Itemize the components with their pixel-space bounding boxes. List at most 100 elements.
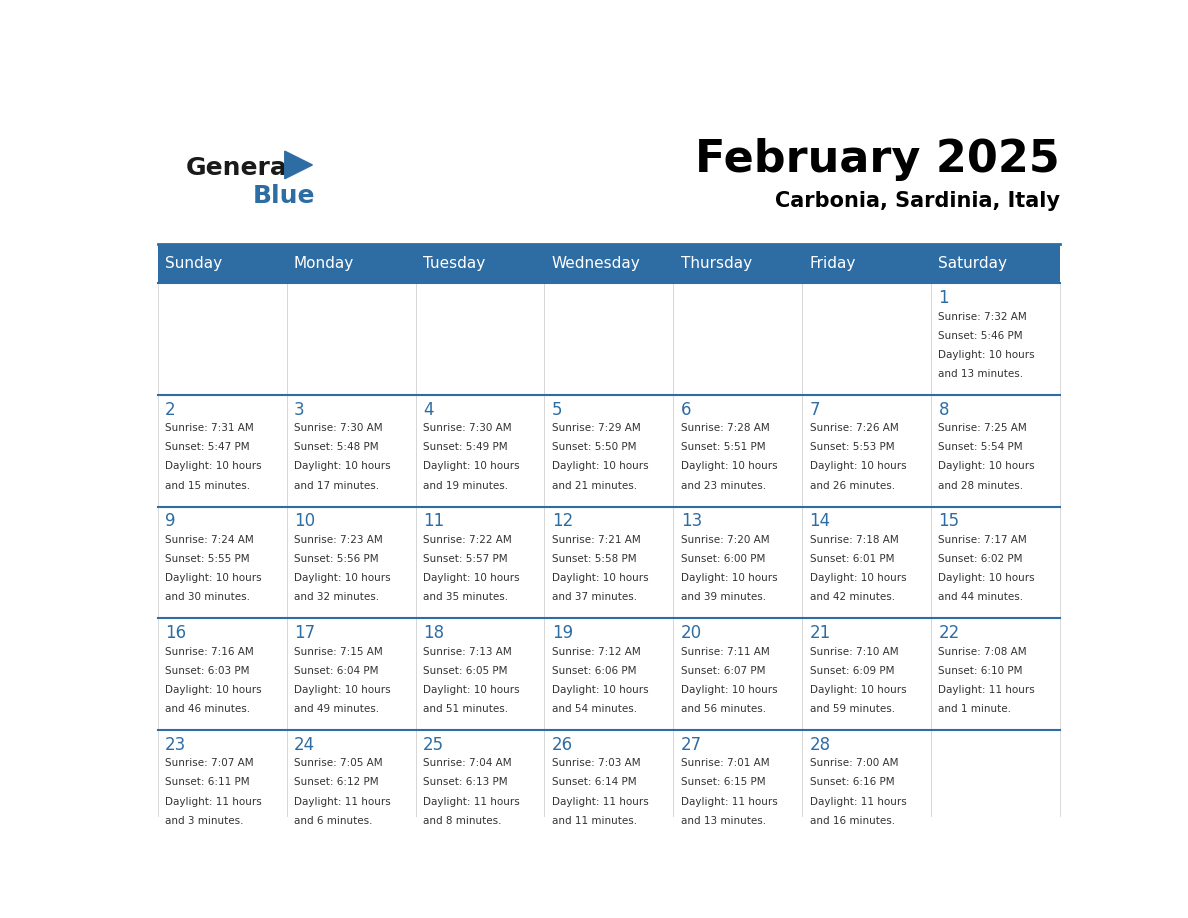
- Text: and 17 minutes.: and 17 minutes.: [293, 480, 379, 490]
- Text: Daylight: 10 hours: Daylight: 10 hours: [293, 685, 391, 695]
- Text: and 51 minutes.: and 51 minutes.: [423, 704, 508, 714]
- Text: and 39 minutes.: and 39 minutes.: [681, 592, 766, 602]
- Text: and 49 minutes.: and 49 minutes.: [293, 704, 379, 714]
- Text: Blue: Blue: [253, 185, 315, 208]
- Text: 17: 17: [293, 624, 315, 642]
- Text: Sunrise: 7:20 AM: Sunrise: 7:20 AM: [681, 535, 770, 545]
- Bar: [931, 619, 1060, 730]
- Text: Sunrise: 7:31 AM: Sunrise: 7:31 AM: [165, 423, 254, 433]
- Bar: [158, 730, 286, 842]
- Bar: [158, 395, 286, 507]
- Text: Monday: Monday: [293, 256, 354, 272]
- Text: General: General: [185, 156, 296, 180]
- Text: and 8 minutes.: and 8 minutes.: [423, 815, 501, 825]
- Text: 24: 24: [293, 735, 315, 754]
- Text: and 44 minutes.: and 44 minutes.: [939, 592, 1024, 602]
- Text: Sunset: 5:50 PM: Sunset: 5:50 PM: [551, 442, 637, 453]
- Text: Sunrise: 7:01 AM: Sunrise: 7:01 AM: [681, 758, 770, 768]
- Text: Daylight: 10 hours: Daylight: 10 hours: [423, 685, 519, 695]
- Text: Daylight: 11 hours: Daylight: 11 hours: [809, 797, 906, 807]
- Bar: [544, 284, 674, 395]
- Text: and 15 minutes.: and 15 minutes.: [165, 480, 251, 490]
- Text: Sunset: 5:46 PM: Sunset: 5:46 PM: [939, 330, 1023, 341]
- Bar: [931, 730, 1060, 842]
- Text: Sunset: 5:53 PM: Sunset: 5:53 PM: [809, 442, 895, 453]
- Text: Sunset: 5:56 PM: Sunset: 5:56 PM: [293, 554, 379, 564]
- Text: Sunset: 5:58 PM: Sunset: 5:58 PM: [551, 554, 637, 564]
- Text: Sunset: 6:07 PM: Sunset: 6:07 PM: [681, 666, 765, 676]
- Text: Sunset: 6:05 PM: Sunset: 6:05 PM: [423, 666, 507, 676]
- Text: Daylight: 10 hours: Daylight: 10 hours: [939, 462, 1035, 472]
- Bar: [416, 244, 544, 284]
- Text: Sunset: 5:51 PM: Sunset: 5:51 PM: [681, 442, 765, 453]
- Text: Sunset: 6:16 PM: Sunset: 6:16 PM: [809, 778, 895, 788]
- Text: and 59 minutes.: and 59 minutes.: [809, 704, 895, 714]
- Text: 22: 22: [939, 624, 960, 642]
- Text: Sunrise: 7:23 AM: Sunrise: 7:23 AM: [293, 535, 383, 545]
- Text: 18: 18: [423, 624, 444, 642]
- Text: and 13 minutes.: and 13 minutes.: [939, 369, 1024, 379]
- Bar: [158, 284, 286, 395]
- Text: Thursday: Thursday: [681, 256, 752, 272]
- Bar: [544, 619, 674, 730]
- Text: Sunset: 5:55 PM: Sunset: 5:55 PM: [165, 554, 249, 564]
- Text: Sunrise: 7:04 AM: Sunrise: 7:04 AM: [423, 758, 512, 768]
- Text: and 30 minutes.: and 30 minutes.: [165, 592, 249, 602]
- Text: Daylight: 11 hours: Daylight: 11 hours: [423, 797, 519, 807]
- Polygon shape: [285, 151, 312, 179]
- Text: 14: 14: [809, 512, 830, 531]
- Text: Sunrise: 7:25 AM: Sunrise: 7:25 AM: [939, 423, 1028, 433]
- Text: 7: 7: [809, 400, 820, 419]
- Text: Daylight: 10 hours: Daylight: 10 hours: [681, 462, 777, 472]
- Text: 28: 28: [809, 735, 830, 754]
- Text: Daylight: 10 hours: Daylight: 10 hours: [293, 462, 391, 472]
- Text: Sunset: 5:54 PM: Sunset: 5:54 PM: [939, 442, 1023, 453]
- Bar: [802, 730, 931, 842]
- Text: Daylight: 11 hours: Daylight: 11 hours: [681, 797, 777, 807]
- Text: Sunrise: 7:30 AM: Sunrise: 7:30 AM: [423, 423, 512, 433]
- Text: Friday: Friday: [809, 256, 855, 272]
- Bar: [931, 507, 1060, 619]
- Text: 2: 2: [165, 400, 176, 419]
- Text: 16: 16: [165, 624, 187, 642]
- Text: Sunrise: 7:03 AM: Sunrise: 7:03 AM: [551, 758, 640, 768]
- Text: Daylight: 10 hours: Daylight: 10 hours: [939, 350, 1035, 360]
- Text: Tuesday: Tuesday: [423, 256, 485, 272]
- Text: 5: 5: [551, 400, 562, 419]
- Text: 11: 11: [423, 512, 444, 531]
- Bar: [802, 284, 931, 395]
- Text: Daylight: 10 hours: Daylight: 10 hours: [809, 462, 906, 472]
- Bar: [544, 507, 674, 619]
- Text: 23: 23: [165, 735, 187, 754]
- Text: Sunrise: 7:17 AM: Sunrise: 7:17 AM: [939, 535, 1028, 545]
- Text: 12: 12: [551, 512, 573, 531]
- Text: and 56 minutes.: and 56 minutes.: [681, 704, 766, 714]
- Text: and 11 minutes.: and 11 minutes.: [551, 815, 637, 825]
- Text: Sunset: 6:02 PM: Sunset: 6:02 PM: [939, 554, 1023, 564]
- Text: and 32 minutes.: and 32 minutes.: [293, 592, 379, 602]
- Text: Sunset: 5:48 PM: Sunset: 5:48 PM: [293, 442, 379, 453]
- Bar: [802, 507, 931, 619]
- Text: Sunrise: 7:29 AM: Sunrise: 7:29 AM: [551, 423, 640, 433]
- Text: Sunrise: 7:05 AM: Sunrise: 7:05 AM: [293, 758, 383, 768]
- Text: and 1 minute.: and 1 minute.: [939, 704, 1011, 714]
- Text: Daylight: 11 hours: Daylight: 11 hours: [165, 797, 261, 807]
- Text: Sunset: 6:15 PM: Sunset: 6:15 PM: [681, 778, 765, 788]
- Bar: [286, 619, 416, 730]
- Bar: [416, 507, 544, 619]
- Bar: [674, 507, 802, 619]
- Text: Daylight: 10 hours: Daylight: 10 hours: [551, 573, 649, 583]
- Text: Sunrise: 7:21 AM: Sunrise: 7:21 AM: [551, 535, 640, 545]
- Text: Sunrise: 7:16 AM: Sunrise: 7:16 AM: [165, 646, 254, 656]
- Bar: [286, 284, 416, 395]
- Text: 1: 1: [939, 289, 949, 307]
- Text: 19: 19: [551, 624, 573, 642]
- Text: Sunset: 6:03 PM: Sunset: 6:03 PM: [165, 666, 249, 676]
- Text: February 2025: February 2025: [695, 139, 1060, 182]
- Text: 4: 4: [423, 400, 434, 419]
- Text: Sunrise: 7:08 AM: Sunrise: 7:08 AM: [939, 646, 1028, 656]
- Text: Sunrise: 7:18 AM: Sunrise: 7:18 AM: [809, 535, 898, 545]
- Bar: [158, 507, 286, 619]
- Text: 10: 10: [293, 512, 315, 531]
- Bar: [674, 284, 802, 395]
